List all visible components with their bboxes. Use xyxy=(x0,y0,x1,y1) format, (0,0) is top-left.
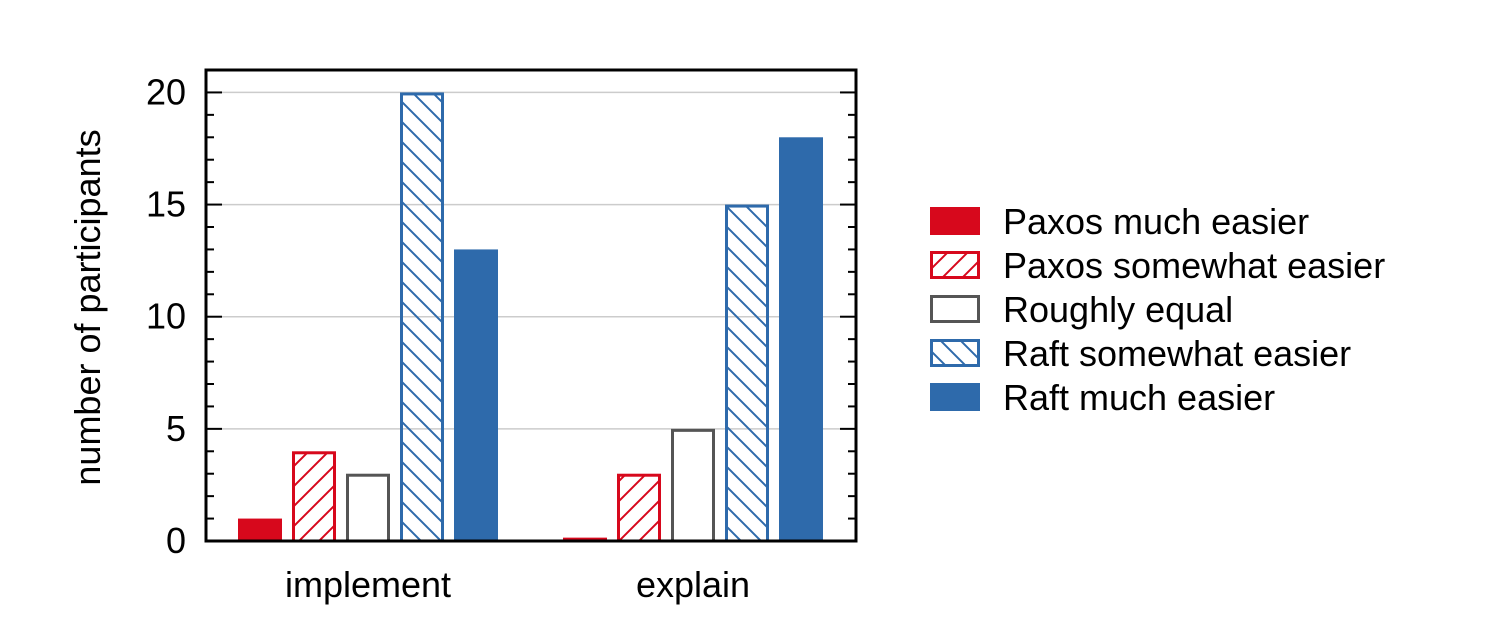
bar-explain-3 xyxy=(671,428,715,543)
legend-label: Paxos much easier xyxy=(1003,201,1309,242)
legend-swatch xyxy=(930,339,980,367)
legend-label: Raft much easier xyxy=(1003,377,1275,418)
bar-implement-2 xyxy=(292,451,336,543)
bar-implement-1 xyxy=(238,518,282,541)
y-tick-labels: 0 5 10 15 20 xyxy=(146,71,186,561)
bar-explain-2 xyxy=(617,473,661,543)
y-axis-label: number of participants xyxy=(67,129,108,485)
x-tick-label: explain xyxy=(636,564,750,605)
bar-explain-5 xyxy=(779,137,823,542)
bar-explain-1 xyxy=(563,537,607,541)
y-tick-label: 15 xyxy=(146,184,186,225)
legend-swatch xyxy=(930,383,980,411)
legend-label: Raft somewhat easier xyxy=(1003,333,1351,374)
y-tick-label: 5 xyxy=(166,408,186,449)
x-tick-labels: implement explain xyxy=(285,564,750,605)
bar-explain-4 xyxy=(725,204,769,543)
legend-swatch xyxy=(930,295,980,323)
legend-label: Paxos somewhat easier xyxy=(1003,245,1385,286)
legend-swatch xyxy=(930,251,980,279)
bar-implement-3 xyxy=(346,473,390,543)
legend-swatch xyxy=(930,207,980,235)
y-tick-label: 10 xyxy=(146,296,186,337)
bars xyxy=(238,92,823,543)
bar-implement-4 xyxy=(400,92,444,543)
bar-implement-5 xyxy=(454,249,498,541)
y-tick-label: 0 xyxy=(166,520,186,561)
y-tick-label: 20 xyxy=(146,71,186,112)
axis-ticks xyxy=(206,91,856,520)
x-tick-label: implement xyxy=(285,564,451,605)
plot-frame xyxy=(204,68,858,543)
legend-label: Roughly equal xyxy=(1003,289,1233,330)
